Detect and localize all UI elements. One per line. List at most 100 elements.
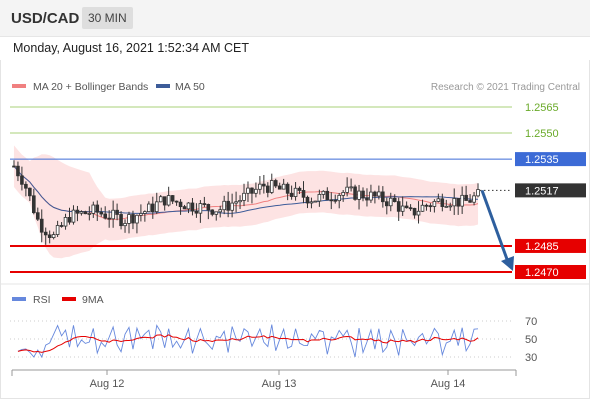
candle-body: [35, 212, 40, 220]
candle-body: [87, 212, 92, 215]
chart-header: USD/CAD 30 MIN: [0, 0, 590, 37]
candle-body: [428, 205, 433, 208]
candle-body: [115, 209, 119, 215]
candle-body: [377, 191, 381, 197]
candle-body: [71, 209, 76, 223]
candle-body: [147, 203, 151, 213]
candle-body: [12, 165, 16, 168]
candle-body: [174, 200, 179, 203]
candle-body: [369, 191, 373, 201]
credit-text: Research © 2021 Trading Central: [431, 82, 580, 93]
rsi-tick-70: 70: [525, 316, 537, 328]
x-tick-label: Aug 12: [90, 378, 125, 390]
candle-body: [353, 186, 357, 200]
candle-body: [432, 201, 437, 207]
candle-body: [325, 190, 330, 201]
candle-body: [238, 199, 242, 203]
level-label-1.2565: 1.2565: [525, 102, 559, 114]
candle-body: [186, 202, 191, 210]
candle-body: [333, 199, 338, 202]
candle-body: [143, 211, 147, 214]
candle-body: [266, 185, 270, 193]
candle-body: [392, 197, 397, 203]
candle-body: [246, 187, 250, 194]
candle-body: [365, 197, 369, 201]
projection-arrow-shaft: [480, 189, 510, 263]
candle-body: [373, 191, 377, 197]
candle-body: [472, 195, 476, 203]
candle-body: [400, 205, 405, 212]
candle-body: [24, 183, 28, 189]
candle-body: [321, 190, 326, 195]
candle-body: [230, 202, 234, 211]
rsi-ma-legend-swatch: [62, 297, 76, 301]
candle-body: [424, 204, 429, 207]
candle-body: [166, 195, 171, 206]
x-tick-label: Aug 14: [431, 378, 466, 390]
candle-body: [396, 201, 401, 212]
candle-body: [460, 194, 464, 207]
projection-arrow-head: [501, 256, 514, 271]
candle-body: [206, 204, 211, 211]
candle-body: [297, 187, 302, 191]
candle-body: [448, 205, 453, 208]
projection: [480, 189, 514, 271]
level-label-1.2470: 1.2470: [525, 267, 559, 279]
rsi-line: [17, 324, 479, 359]
ma50-legend-swatch: [156, 84, 170, 88]
symbol-label: USD/CAD: [11, 10, 80, 27]
candle-body: [190, 202, 195, 212]
candle-body: [154, 201, 159, 213]
candle-body: [51, 234, 56, 238]
candle-body: [250, 187, 254, 194]
bollinger-band-area: [13, 145, 479, 259]
candle-body: [32, 195, 36, 214]
level-label-1.2517: 1.2517: [525, 185, 559, 197]
candle-body: [440, 198, 445, 207]
price-levels: [10, 106, 512, 273]
candle-body: [381, 191, 385, 203]
candle-body: [59, 225, 64, 227]
ma50-line: [13, 165, 479, 214]
candle-body: [83, 211, 88, 215]
candle-body: [123, 223, 127, 227]
bollinger-bands: [13, 145, 479, 259]
rsi-legend-swatch: [12, 297, 26, 301]
candle-body: [226, 200, 230, 211]
candle-body: [202, 203, 207, 205]
candle-body: [329, 199, 334, 202]
candle-body: [305, 196, 310, 204]
rsi-tick-30: 30: [525, 352, 537, 364]
candles: [12, 160, 480, 245]
candle-body: [194, 210, 199, 214]
candle-body: [345, 186, 349, 193]
candle-body: [67, 217, 72, 223]
candle-body: [309, 201, 314, 204]
candle-body: [198, 203, 203, 214]
candle-body: [281, 183, 286, 190]
level-tag-1.2485: [515, 238, 586, 253]
candle-body: [127, 214, 131, 224]
x-tick-label: Aug 13: [262, 378, 297, 390]
candle-body: [404, 205, 409, 209]
candle-body: [416, 210, 421, 216]
candle-body: [135, 214, 139, 224]
candle-body: [242, 192, 246, 201]
candle-body: [28, 187, 32, 197]
candle-body: [254, 188, 258, 194]
candle-body: [16, 165, 20, 177]
level-tag-1.2535: [515, 152, 586, 167]
candle-body: [214, 211, 219, 215]
candle-body: [341, 192, 345, 196]
candle-body: [285, 183, 290, 194]
chart-datetime: Monday, August 16, 2021 1:52:34 AM CET: [13, 41, 250, 55]
candle-body: [139, 213, 143, 216]
candle-body: [47, 234, 52, 238]
candle-body: [99, 211, 104, 215]
candle-body: [277, 185, 282, 190]
timeframe-button[interactable]: 30 MIN: [82, 7, 133, 29]
rsi-tick-50: 50: [525, 334, 537, 346]
candle-body: [349, 186, 353, 189]
ma20-line: [13, 165, 479, 221]
